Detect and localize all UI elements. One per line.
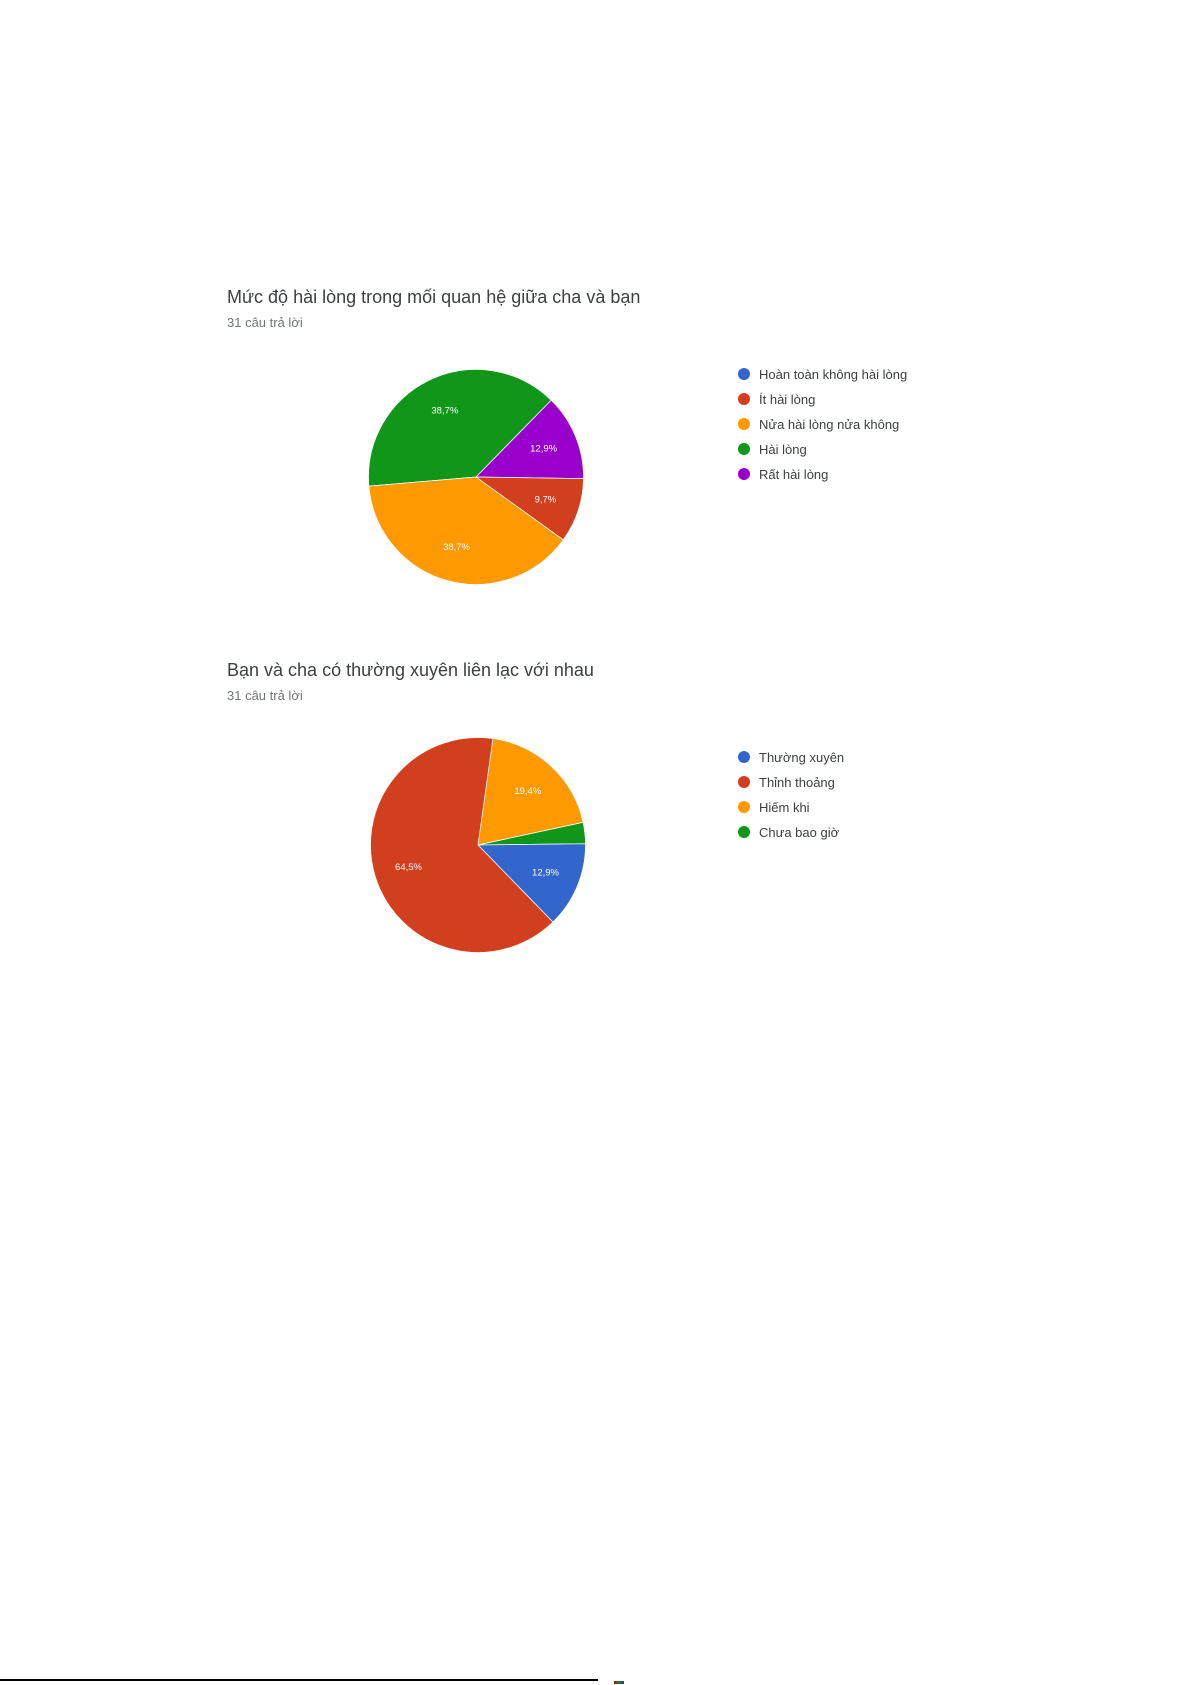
svg-text:12,9%: 12,9% (532, 868, 559, 879)
svg-text:9,7%: 9,7% (535, 495, 557, 506)
svg-text:19,4%: 19,4% (514, 786, 541, 797)
svg-text:12,9%: 12,9% (530, 444, 557, 455)
svg-text:64,5%: 64,5% (395, 862, 422, 873)
svg-text:38,7%: 38,7% (431, 405, 458, 416)
svg-text:38,7%: 38,7% (443, 542, 470, 553)
